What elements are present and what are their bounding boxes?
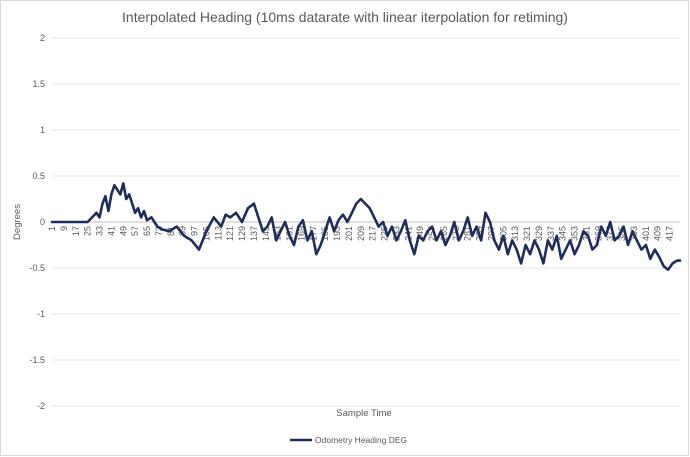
y-tick-label: -1.5 xyxy=(29,355,45,365)
x-tick-label: 249 xyxy=(415,226,425,241)
y-tick-label: 0 xyxy=(40,217,45,227)
x-tick-label: 281 xyxy=(463,226,473,241)
y-axis-label: Degrees xyxy=(12,204,23,240)
y-tick-label: 0.5 xyxy=(32,171,45,181)
chart-title: Interpolated Heading (10ms datarate with… xyxy=(122,9,568,25)
x-tick-label: 57 xyxy=(130,226,140,236)
x-tick-label: 233 xyxy=(391,226,401,241)
y-tick-label: 1.5 xyxy=(32,79,45,89)
x-tick-label: 329 xyxy=(534,226,544,241)
x-tick-label: 9 xyxy=(59,226,69,231)
x-tick-label: 417 xyxy=(665,226,675,241)
x-tick-label: 209 xyxy=(356,226,366,241)
x-tick-label: 73 xyxy=(154,226,164,236)
x-tick-label: 337 xyxy=(546,226,556,241)
y-tick-label: 1 xyxy=(40,125,45,135)
x-tick-label: 169 xyxy=(296,226,306,241)
x-axis-label: Sample Time xyxy=(336,408,391,419)
x-tick-label: 113 xyxy=(213,226,223,240)
legend: Odometry Heading DEG xyxy=(290,435,407,445)
x-tick-label: 313 xyxy=(510,226,520,241)
x-tick-label: 257 xyxy=(427,226,437,241)
x-tick-label: 345 xyxy=(558,226,568,241)
x-tick-label: 121 xyxy=(225,226,235,241)
x-tick-label: 409 xyxy=(653,226,663,241)
x-tick-label: 377 xyxy=(605,226,615,241)
series-line-odometry-heading xyxy=(50,182,682,272)
y-tick-label: 2 xyxy=(40,33,45,43)
x-tick-label: 145 xyxy=(261,226,271,241)
x-tick-label: 1 xyxy=(47,226,57,231)
y-tick-label: -1 xyxy=(37,309,45,319)
x-tick-label: 41 xyxy=(106,226,116,236)
x-tick-label: 17 xyxy=(71,226,81,236)
gridlines xyxy=(52,37,680,407)
x-tick-label: 137 xyxy=(249,226,259,241)
x-tick-label: 217 xyxy=(368,226,378,241)
x-tick-label: 201 xyxy=(344,226,354,241)
x-tick-label: 193 xyxy=(332,226,342,241)
x-tick-label: 129 xyxy=(237,226,247,241)
x-tick-label: 49 xyxy=(118,226,128,236)
y-tick-label: -2 xyxy=(37,401,45,411)
y-tick-label: -0.5 xyxy=(29,263,45,273)
x-tick-label: 265 xyxy=(439,226,449,241)
x-tick-label: 33 xyxy=(95,226,105,236)
x-tick-label: 385 xyxy=(617,226,627,241)
x-tick-label: 401 xyxy=(641,226,651,241)
x-tick-label: 153 xyxy=(273,226,283,241)
y-tick-labels: 2 1.5 1 0.5 0 -0.5 -1 -1.5 -2 xyxy=(29,33,45,411)
x-tick-label: 305 xyxy=(498,226,508,241)
x-tick-label: 321 xyxy=(522,226,532,241)
legend-label-odometry-heading: Odometry Heading DEG xyxy=(315,435,407,445)
series-layer xyxy=(50,182,682,272)
x-tick-label: 25 xyxy=(83,226,93,236)
x-tick-label: 225 xyxy=(380,226,390,241)
x-tick-label: 89 xyxy=(178,226,188,236)
x-tick-label: 65 xyxy=(142,226,152,236)
x-tick-label: 353 xyxy=(570,226,580,241)
x-tick-label: 97 xyxy=(190,226,200,236)
